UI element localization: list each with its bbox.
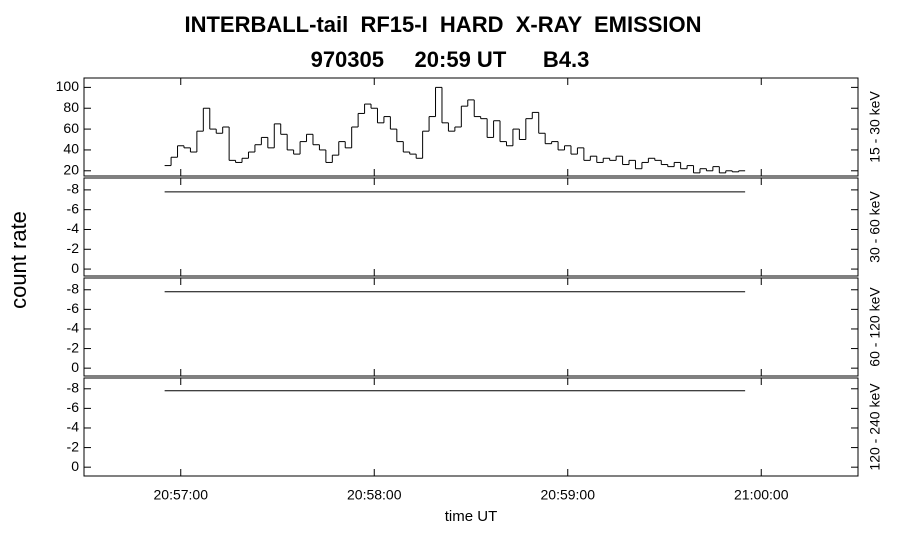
channel-label: 30 - 60 keV [867,191,883,263]
y-tick-label: -2 [67,240,80,256]
y-tick-label: -2 [67,339,80,355]
y-tick-label: -8 [67,379,80,395]
y-tick-label: 60 [63,120,79,136]
y-tick-label: -8 [67,181,80,197]
channel-label: 60 - 120 keV [867,287,883,367]
y-tick-label: -6 [67,200,80,216]
y-tick-label: 20 [63,161,79,177]
panel-frame [83,377,859,477]
panel-frame [83,177,859,277]
panel-frame [83,277,859,377]
x-tick-label: 21:00:00 [734,487,789,503]
x-tick-label: 20:57:00 [154,487,209,503]
y-tick-label: 40 [63,141,79,157]
channel-label: 120 - 240 keV [867,383,883,471]
y-tick-label: -4 [67,419,80,435]
y-tick-label: -6 [67,399,80,415]
channel-label: 15 - 30 keV [867,91,883,163]
y-tick-label: -6 [67,300,80,316]
chart-subtitle: 970305 20:59 UT B4.3 [311,47,590,72]
y-tick-label: 0 [71,359,79,375]
y-tick-label: 100 [56,78,80,94]
y-tick-label: -4 [67,320,80,336]
x-axis-title: time UT [445,508,498,525]
y-tick-label: 80 [63,99,79,115]
y-tick-label: -8 [67,280,80,296]
y-tick-label: 0 [71,260,79,276]
x-tick-label: 20:59:00 [541,487,596,503]
x-tick-label: 20:58:00 [347,487,402,503]
y-tick-label: -2 [67,438,80,454]
chart-title: INTERBALL-tail RF15-I HARD X-RAY EMISSIO… [184,12,701,37]
y-axis-title: count rate [6,211,31,309]
panel-frame [83,77,859,177]
y-tick-label: 0 [71,458,79,474]
y-tick-label: -4 [67,220,80,236]
